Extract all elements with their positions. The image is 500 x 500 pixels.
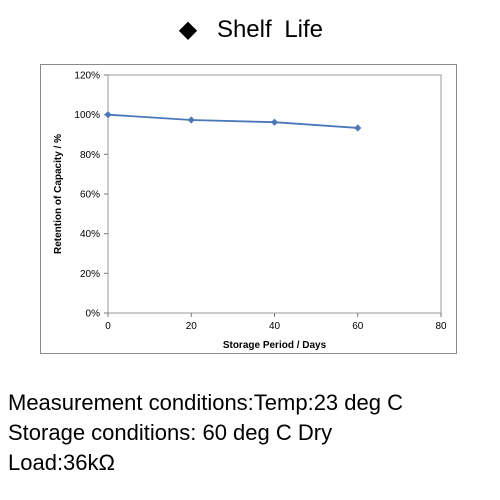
conditions-notes: Measurement conditions:Temp:23 deg C Sto…	[8, 388, 498, 478]
data-point-marker	[270, 118, 279, 126]
x-tick-label: 40	[269, 321, 281, 332]
y-tick-label: 20%	[80, 269, 100, 280]
x-axis-title: Storage Period / Days	[223, 340, 327, 351]
chart-frame: 0% 20% 40% 60% 80% 100% 120% 0 20 40 60 80 Storage P…	[40, 64, 457, 354]
x-tick-label: 80	[435, 321, 447, 332]
data-point-marker	[187, 116, 195, 124]
y-tick-label: 0%	[86, 309, 101, 320]
x-tick-label: 60	[352, 321, 364, 332]
storage-conditions-text: Storage conditions: 60 deg C Dry	[8, 420, 333, 445]
y-tick-label: 100%	[74, 110, 100, 121]
y-tick-label: 60%	[80, 190, 100, 201]
diamond-bullet-icon: ◆	[178, 16, 198, 43]
data-point-marker	[104, 111, 112, 119]
y-tick-label: 80%	[80, 150, 100, 161]
y-tick-label: 120%	[74, 71, 100, 82]
plot-area	[107, 74, 442, 314]
data-point-marker	[354, 124, 362, 132]
measurement-conditions-text: Measurement conditions:Temp:23 deg C	[8, 390, 403, 415]
y-tick-label: 40%	[80, 229, 100, 240]
page-title: Shelf Life	[216, 16, 324, 43]
x-tick-label: 0	[105, 321, 111, 332]
load-text: Load:36kΩ	[8, 450, 115, 475]
y-axis-title: Retention of Capacity / %	[53, 134, 64, 254]
line-chart: 0% 20% 40% 60% 80% 100% 120% 0 20 40 60 80 Storage P…	[53, 71, 447, 352]
series-line	[107, 113, 358, 129]
page-header: ◆ Shelf Life	[0, 12, 500, 48]
x-tick-label: 20	[186, 321, 198, 332]
